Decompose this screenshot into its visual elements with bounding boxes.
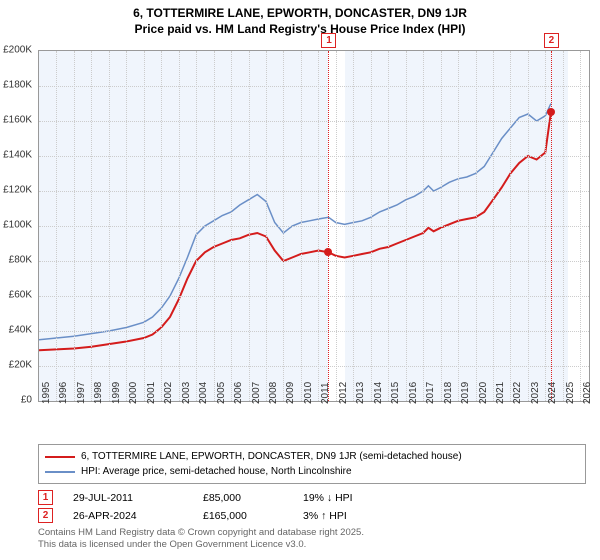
legend-swatch: [45, 471, 75, 473]
x-axis-label: 2004: [198, 382, 209, 404]
sale-marker-1: 1: [321, 33, 336, 48]
x-axis-label: 1999: [111, 382, 122, 404]
x-axis-label: 1997: [76, 382, 87, 404]
y-axis-label: £20K: [0, 360, 32, 371]
x-axis-label: 2003: [181, 382, 192, 404]
x-axis-label: 2009: [285, 382, 296, 404]
x-axis-label: 2018: [443, 382, 454, 404]
x-axis-label: 2023: [530, 382, 541, 404]
x-axis-label: 2026: [582, 382, 593, 404]
sale-row-marker: 2: [38, 508, 53, 523]
x-axis-label: 2013: [355, 382, 366, 404]
x-axis-label: 2015: [390, 382, 401, 404]
legend-swatch: [45, 456, 75, 458]
y-axis-label: £160K: [0, 115, 32, 126]
x-axis-label: 2001: [146, 382, 157, 404]
sale-diff: 19% ↓ HPI: [303, 492, 393, 504]
attrib-line2: This data is licensed under the Open Gov…: [38, 539, 586, 551]
sale-point-dot: [324, 248, 332, 256]
y-axis-label: £140K: [0, 150, 32, 161]
x-axis-label: 2024: [547, 382, 558, 404]
sale-row-marker: 1: [38, 490, 53, 505]
y-axis-label: £100K: [0, 220, 32, 231]
sale-row-1: 1 29-JUL-2011 £85,000 19% ↓ HPI: [38, 490, 586, 505]
x-axis-label: 2010: [303, 382, 314, 404]
title-line2: Price paid vs. HM Land Registry's House …: [0, 22, 600, 38]
sales-block: 1 29-JUL-2011 £85,000 19% ↓ HPI 2 26-APR-2024…: [38, 490, 586, 523]
sale-marker-2: 2: [544, 33, 559, 48]
legend-and-footer: 6, TOTTERMIRE LANE, EPWORTH, DONCASTER, …: [38, 444, 586, 552]
y-axis-label: £120K: [0, 185, 32, 196]
x-axis-label: 2016: [408, 382, 419, 404]
y-axis-label: £40K: [0, 325, 32, 336]
y-axis-label: £200K: [0, 45, 32, 56]
y-axis-label: £180K: [0, 80, 32, 91]
x-axis-label: 2006: [233, 382, 244, 404]
y-axis-label: £60K: [0, 290, 32, 301]
x-axis-label: 2017: [425, 382, 436, 404]
legend-label: HPI: Average price, semi-detached house,…: [81, 464, 352, 479]
x-axis-label: 2002: [163, 382, 174, 404]
legend-row: HPI: Average price, semi-detached house,…: [45, 464, 579, 479]
x-axis-label: 1998: [93, 382, 104, 404]
title-line1: 6, TOTTERMIRE LANE, EPWORTH, DONCASTER, …: [0, 6, 600, 22]
x-axis-label: 1995: [41, 382, 52, 404]
chart-area: 12 £0£20K£40K£60K£80K£100K£120K£140K£160…: [38, 50, 588, 420]
sale-row-2: 2 26-APR-2024 £165,000 3% ↑ HPI: [38, 508, 586, 523]
x-axis-label: 2005: [216, 382, 227, 404]
legend-label: 6, TOTTERMIRE LANE, EPWORTH, DONCASTER, …: [81, 449, 462, 464]
x-axis-label: 2020: [478, 382, 489, 404]
x-axis-label: 2008: [268, 382, 279, 404]
x-axis-label: 2011: [320, 382, 331, 404]
sale-point-dot: [547, 108, 555, 116]
x-axis-label: 2012: [338, 382, 349, 404]
chart-title: 6, TOTTERMIRE LANE, EPWORTH, DONCASTER, …: [0, 0, 600, 37]
sale-price: £165,000: [203, 510, 283, 522]
attrib-line1: Contains HM Land Registry data © Crown c…: [38, 527, 586, 539]
sale-date: 29-JUL-2011: [73, 492, 183, 504]
sale-date: 26-APR-2024: [73, 510, 183, 522]
y-axis-label: £80K: [0, 255, 32, 266]
x-axis-label: 2022: [512, 382, 523, 404]
sale-diff: 3% ↑ HPI: [303, 510, 393, 522]
x-axis-label: 2021: [495, 382, 506, 404]
attribution: Contains HM Land Registry data © Crown c…: [38, 527, 586, 552]
x-axis-label: 2014: [373, 382, 384, 404]
legend-row: 6, TOTTERMIRE LANE, EPWORTH, DONCASTER, …: [45, 449, 579, 464]
x-axis-label: 1996: [58, 382, 69, 404]
x-axis-label: 2000: [128, 382, 139, 404]
x-axis-label: 2025: [565, 382, 576, 404]
legend-box: 6, TOTTERMIRE LANE, EPWORTH, DONCASTER, …: [38, 444, 586, 484]
x-axis-label: 2019: [460, 382, 471, 404]
plot-region: 12: [38, 50, 590, 402]
sale-price: £85,000: [203, 492, 283, 504]
x-axis-label: 2007: [251, 382, 262, 404]
y-axis-label: £0: [0, 395, 32, 406]
